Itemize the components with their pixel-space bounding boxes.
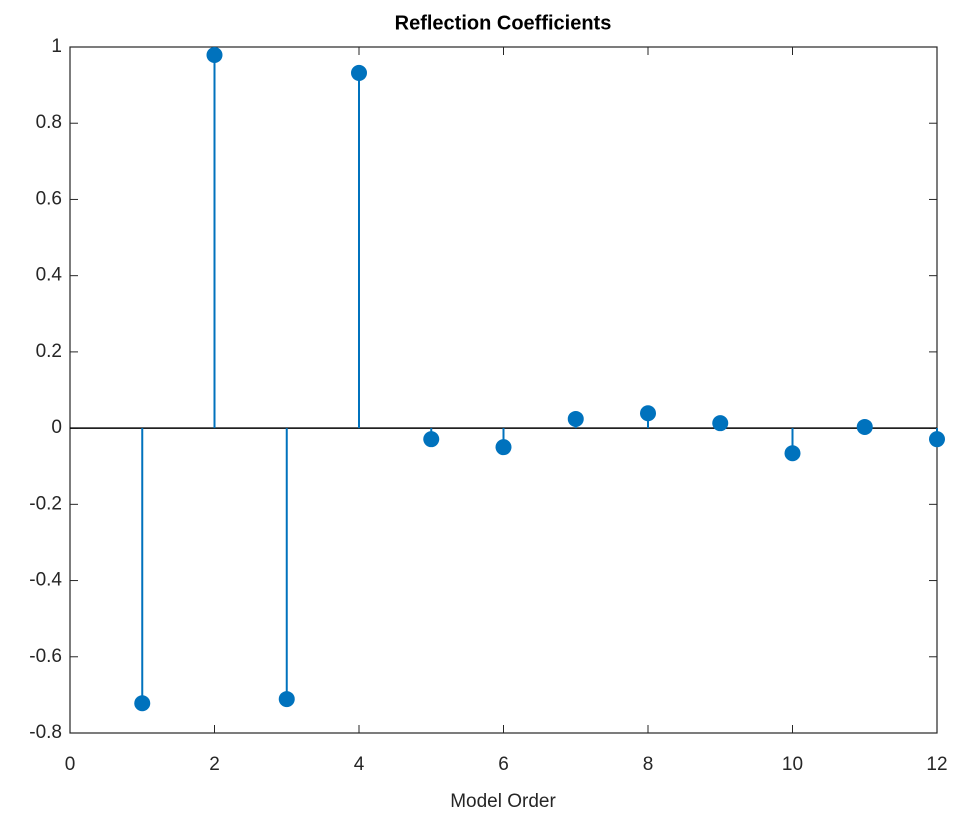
stem-marker (856, 418, 873, 435)
stem-marker (784, 445, 801, 462)
y-tick-label: 0 (51, 417, 62, 438)
stem-marker (206, 47, 223, 64)
y-tick-label: 0.4 (36, 265, 63, 286)
stem-marker (351, 64, 367, 81)
y-tick-label: 1 (51, 36, 62, 57)
x-tick-label: 2 (209, 754, 220, 775)
stem-marker (278, 691, 295, 708)
y-tick-label: -0.8 (29, 722, 62, 743)
stem-marker (929, 431, 945, 448)
stem-marker (134, 695, 151, 712)
y-tick-label: -0.6 (29, 646, 62, 667)
x-tick-label: 10 (782, 754, 803, 775)
stem-marker (495, 439, 512, 456)
x-tick-label: 8 (643, 754, 654, 775)
x-tick-label: 4 (354, 754, 365, 775)
y-tick-label: -0.2 (29, 493, 62, 514)
y-tick-label: 0.6 (36, 188, 62, 209)
stem-marker (712, 415, 729, 432)
stem-marker (423, 431, 440, 448)
x-tick-label: 0 (65, 754, 76, 775)
x-tick-label: 12 (926, 754, 947, 775)
stem-marker (567, 410, 584, 427)
y-tick-label: 0.2 (36, 341, 62, 362)
stem-marker (640, 405, 656, 422)
y-tick-label: -0.4 (29, 570, 62, 591)
x-tick-label: 6 (498, 754, 509, 775)
x-axis-label: Model Order (450, 791, 556, 812)
y-tick-label: 0.8 (36, 112, 62, 133)
chart-title: Reflection Coefficients (395, 12, 612, 34)
